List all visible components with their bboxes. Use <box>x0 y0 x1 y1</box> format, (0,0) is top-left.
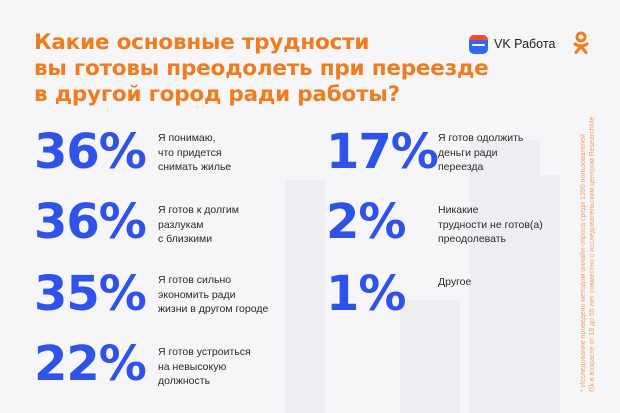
title-line-2: вы готовы преодолеть при переезде <box>34 56 489 81</box>
stat-description: Никакие трудности не готов(а) преодолевать <box>438 204 543 245</box>
footnote: * Исследование проведено методом онлайн-… <box>580 116 596 392</box>
background-building <box>540 175 560 413</box>
stat-percent: 1% <box>326 266 406 322</box>
background-building <box>470 140 540 413</box>
title-line-1: Какие основные трудности <box>34 30 370 55</box>
vk-rabota-logo: VK Работа <box>469 33 555 55</box>
page-title: Какие основные трудности вы готовы преод… <box>34 30 489 108</box>
stat-percent: 17% <box>326 124 439 180</box>
stat-percent: 35% <box>34 266 147 322</box>
stat-percent: 36% <box>34 124 147 180</box>
stat-description: Я готов устроиться на невысокую должность <box>158 346 251 387</box>
stat-percent: 2% <box>326 194 406 250</box>
stat-description: Я готов к долгим разлукам с близкими <box>158 204 240 245</box>
stat-description: Я готов одолжить деньги ради переезда <box>438 132 524 173</box>
stat-percent: 22% <box>34 336 147 392</box>
vk-rabota-bag-icon <box>469 34 488 54</box>
stat-percent: 36% <box>34 194 147 250</box>
odnoklassniki-icon <box>573 31 589 54</box>
stat-description: Я понимаю, что придется снимать жилье <box>158 132 232 173</box>
brand-name: VK Работа <box>494 37 556 51</box>
title-line-3: в другой город ради работы? <box>34 82 400 107</box>
background-building <box>285 180 325 413</box>
stat-description: Другое <box>438 276 472 288</box>
background-building <box>400 300 460 413</box>
stat-description: Я готов сильно экономить ради жизни в друг… <box>158 274 269 315</box>
